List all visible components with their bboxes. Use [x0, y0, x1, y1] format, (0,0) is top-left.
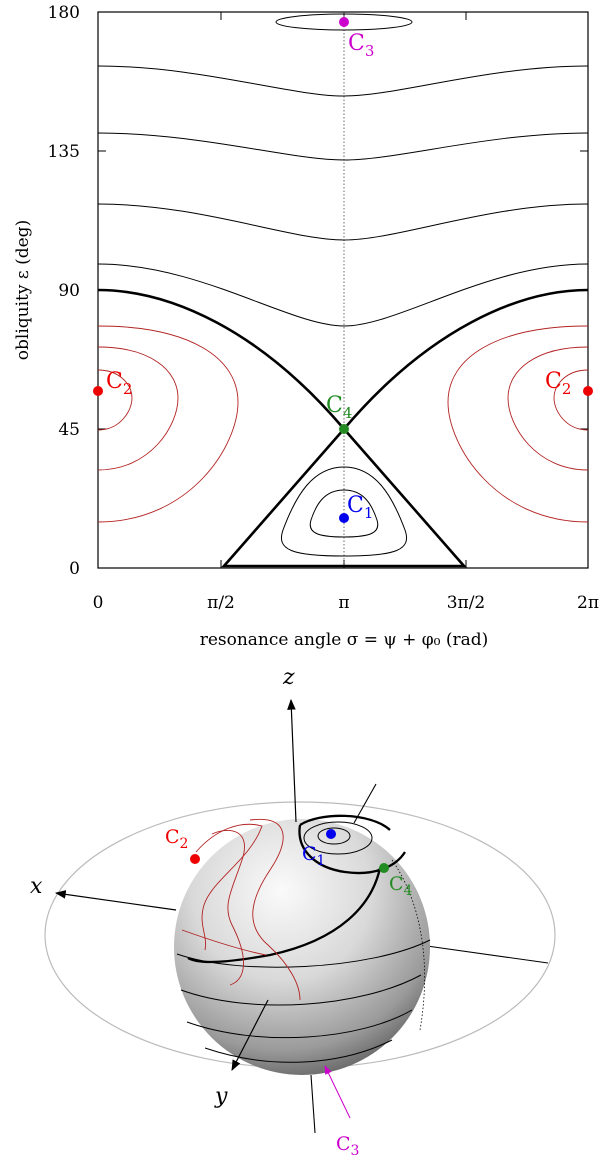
- c3-point: [339, 17, 349, 27]
- c2-label-left: C2: [106, 369, 132, 398]
- x-tick-0: 0: [93, 593, 104, 613]
- x-axis: [54, 890, 177, 911]
- sphere-c1-point: [326, 829, 336, 839]
- c4-label: C4: [326, 393, 352, 422]
- c2-point-right: [583, 386, 593, 396]
- plot-frame: [97, 11, 589, 569]
- y-ticks: [98, 11, 588, 569]
- c2-label-right: C2: [545, 369, 571, 398]
- c4-point: [339, 424, 349, 434]
- sphere-c2-curves: [181, 818, 301, 1001]
- c3-label: C3: [348, 31, 374, 60]
- sphere-c4-point: [379, 863, 389, 873]
- sphere-c1-curves: [303, 821, 373, 855]
- c2-point-left: [93, 386, 103, 396]
- sphere-diagram: z x y C1 C2 C4 C3: [30, 665, 556, 1159]
- axis-segment-bottom: [310, 1074, 316, 1134]
- sphere-c4-label: C4: [389, 873, 413, 899]
- c1-label: C1: [347, 493, 373, 522]
- sphere-curves: [176, 939, 431, 1063]
- sphere-c2-point: [190, 854, 200, 864]
- back-meridian: [391, 859, 425, 1031]
- y-axis: [231, 999, 269, 1071]
- y-tick-135: 135: [48, 142, 80, 162]
- z-axis: [287, 698, 297, 823]
- x-ticks: [97, 12, 467, 568]
- y-axis-label-3d: y: [214, 1084, 228, 1109]
- c2-libration-curves: [97, 325, 589, 523]
- axis-segment-back-right: [426, 945, 549, 964]
- sphere-c2-label: C2: [165, 826, 188, 852]
- x-tick-3pi-half: 3π/2: [447, 593, 486, 613]
- sphere-c1-label: C1: [302, 843, 325, 869]
- sphere-separatrix: [187, 814, 406, 964]
- x-axis-label-3d: x: [30, 874, 43, 899]
- y-tick-0: 0: [69, 559, 80, 579]
- x-axis-label: resonance angle σ = ψ + φ₀ (rad): [200, 630, 489, 650]
- x-tick-pi: π: [338, 593, 349, 613]
- y-tick-180: 180: [48, 3, 80, 23]
- y-axis-label: obliquity ε (deg): [13, 220, 33, 360]
- circulation-curves: [97, 13, 589, 327]
- sphere-c3-label: C3: [336, 1133, 359, 1159]
- c1-libration-curves: [281, 466, 407, 557]
- c3-pointer-arrow: [324, 1065, 351, 1119]
- y-tick-90: 90: [58, 281, 80, 301]
- phase-plot: 180 135 90 45 0 0 π/2 π 3π/2 2π obliquit…: [13, 3, 599, 650]
- z-axis-label: z: [282, 665, 295, 690]
- x-tick-2pi: 2π: [577, 593, 599, 613]
- x-tick-pi-half: π/2: [207, 593, 235, 613]
- c1-point: [339, 513, 349, 523]
- y-tick-45: 45: [58, 420, 80, 440]
